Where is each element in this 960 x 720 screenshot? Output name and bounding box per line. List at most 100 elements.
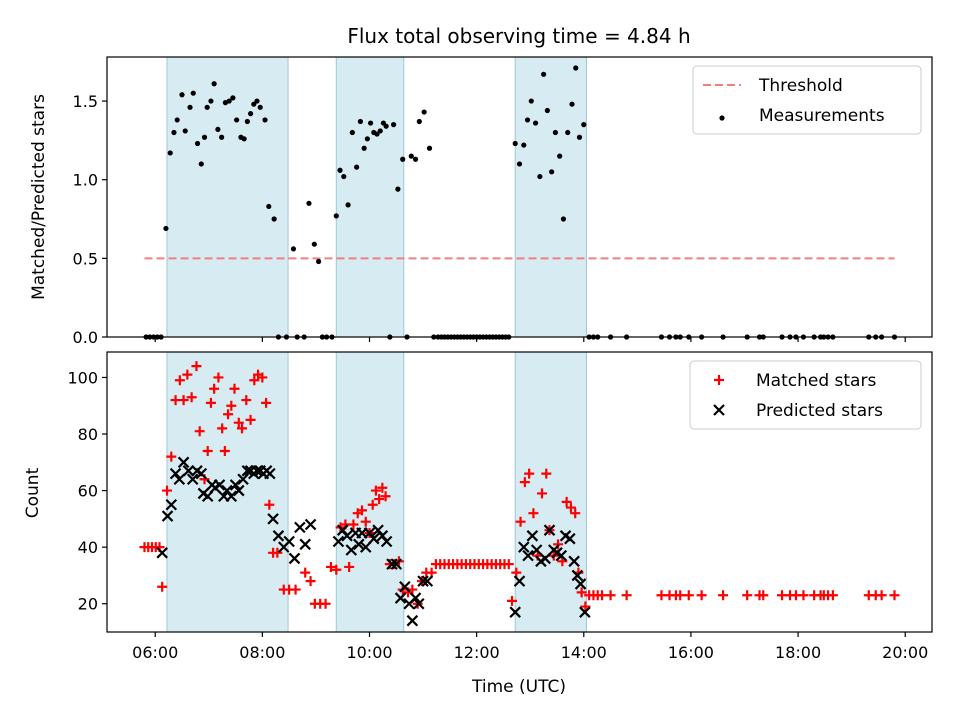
data-point [266, 203, 272, 210]
data-point [521, 142, 527, 148]
data-point [179, 92, 185, 98]
matched-star-marker [186, 392, 197, 403]
matched-star-marker [205, 397, 216, 408]
matched-star-marker [511, 567, 522, 578]
predicted-star-marker [332, 535, 345, 548]
legend-frame [692, 65, 922, 135]
matched-star-marker [223, 409, 234, 420]
predicted-star-marker [233, 484, 245, 497]
data-point [364, 136, 370, 142]
matched-star-marker [570, 508, 581, 519]
legend-label: Measurements [759, 106, 885, 126]
data-point [211, 81, 217, 87]
data-point [421, 109, 427, 115]
predicted-star-marker [283, 535, 295, 548]
matched-star-marker [261, 397, 272, 408]
data-point [549, 169, 555, 175]
legend-swatch [713, 404, 725, 416]
observing-window [166, 56, 289, 338]
bottom-xlabel: Time (UTC) [471, 677, 566, 697]
legend-label: Predicted stars [756, 401, 883, 421]
predicted-star-marker [386, 558, 398, 570]
matched-star-marker [565, 502, 576, 513]
data-point [341, 173, 347, 180]
data-point [226, 98, 232, 104]
data-point [416, 118, 422, 125]
predicted-star-marker [241, 465, 254, 477]
matched-star-marker [675, 590, 686, 601]
predicted-star-marker [294, 521, 306, 534]
matched-star-marker [576, 587, 587, 598]
data-point [357, 118, 363, 125]
predicted-star-marker [526, 530, 539, 542]
y-tick-label: 80 [78, 425, 98, 444]
x-tick-label: 20:00 [882, 643, 928, 662]
data-point [532, 120, 539, 126]
data-point [244, 118, 250, 125]
predicted-star-marker [399, 580, 411, 593]
matched-star-marker [742, 590, 753, 601]
matched-star-marker [209, 383, 220, 394]
predicted-star-marker [409, 592, 422, 604]
matched-star-marker [876, 590, 887, 601]
predicted-star-marker [368, 532, 380, 545]
predicted-star-marker [182, 465, 195, 477]
observing-window [514, 56, 587, 338]
data-point [201, 134, 208, 140]
matched-star-marker [331, 564, 342, 575]
data-point [377, 128, 383, 134]
matched-star-marker [305, 576, 316, 587]
data-point [251, 101, 257, 107]
matched-star-marker [178, 395, 189, 406]
predicted-star-marker [177, 456, 190, 469]
matched-star-marker [380, 491, 391, 502]
x-tick-label: 06:00 [132, 643, 178, 662]
predicted-star-marker [299, 538, 311, 551]
predicted-star-marker [251, 465, 263, 477]
predicted-star-marker [353, 538, 365, 551]
data-point [395, 186, 401, 192]
legend-item: Threshold [703, 76, 843, 96]
data-point [190, 90, 196, 96]
predicted-star-marker [341, 530, 353, 542]
matched-star-marker [264, 499, 275, 510]
data-point [581, 122, 587, 128]
data-point [234, 117, 240, 123]
predicted-star-marker [345, 544, 358, 556]
legend-label: Threshold [758, 76, 843, 96]
y-tick-label: 1.0 [73, 171, 98, 190]
y-tick-label: 20 [78, 595, 98, 614]
matched-star-marker [597, 590, 607, 601]
y-tick-label: 60 [78, 482, 98, 501]
matched-star-marker [360, 516, 371, 527]
axes-frame [106, 351, 933, 633]
legend: Matched stars Predicted stars [689, 360, 922, 430]
x-tick-label: 10:00 [346, 643, 392, 662]
predicted-star-marker [165, 498, 178, 511]
data-point [257, 104, 263, 110]
data-point [361, 145, 367, 151]
matched-star-marker [696, 590, 707, 601]
matched-star-marker [182, 369, 193, 380]
matched-star-marker [561, 496, 572, 507]
legend-swatch [719, 115, 725, 121]
observing-window [335, 56, 405, 338]
matched-star-marker [290, 584, 301, 595]
y-tick-label: 1.5 [73, 92, 98, 111]
predicted-star-marker [579, 606, 591, 618]
predicted-star-marker [421, 575, 434, 587]
legend-frame [689, 360, 922, 430]
matched-star-marker [528, 508, 539, 519]
data-point [174, 117, 180, 123]
data-point [528, 98, 534, 104]
predicted-star-marker [522, 549, 534, 562]
predicted-star-marker [213, 479, 226, 491]
matched-star-marker [367, 499, 378, 510]
matched-star-marker [798, 590, 809, 601]
top-panel: 0.0 0.5 1.0 1.5 Threshold Measurements [73, 56, 933, 347]
predicted-star-marker [417, 575, 429, 587]
x-tick-label: 12:00 [454, 643, 500, 662]
data-point [204, 104, 210, 110]
matched-star-marker [226, 400, 237, 411]
